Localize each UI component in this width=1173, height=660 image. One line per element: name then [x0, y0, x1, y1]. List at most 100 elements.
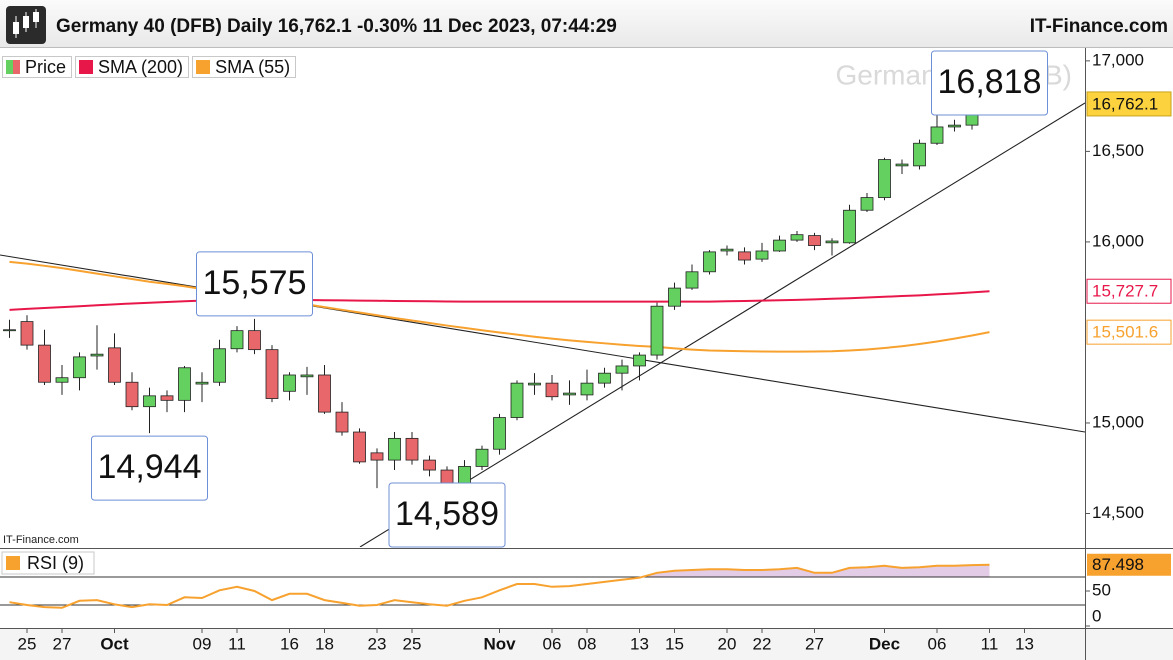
- candle-body: [563, 392, 576, 396]
- legend-item: SMA (55): [192, 56, 297, 78]
- candle-body: [3, 329, 16, 332]
- candle-body: [318, 374, 331, 413]
- sma-line: [9, 260, 990, 353]
- candle-body: [475, 448, 489, 467]
- candle-body: [668, 287, 681, 307]
- rsi-legend-label: RSI (9): [27, 553, 84, 573]
- x-tick-label: 25: [403, 634, 422, 653]
- annotation-label: 14,944: [98, 448, 202, 486]
- candle-body: [790, 234, 804, 241]
- x-tick-label: 16: [280, 634, 299, 653]
- value-tag: [1086, 91, 1172, 117]
- trendlines: [0, 102, 1085, 547]
- candle-body: [738, 251, 751, 261]
- candle-body: [913, 142, 926, 167]
- x-tick-label: 23: [368, 634, 387, 653]
- x-tick-label: 13: [1015, 634, 1034, 653]
- annotation-label: 16,818: [938, 63, 1042, 101]
- candle-body: [125, 381, 139, 408]
- candle-body: [248, 330, 261, 351]
- candle-body: [930, 126, 944, 144]
- candle-body: [178, 367, 191, 401]
- candle-body: [633, 354, 646, 367]
- x-tick-label: 06: [543, 634, 562, 653]
- x-tick-label: 11: [981, 634, 999, 653]
- candle-body: [195, 381, 209, 385]
- legend-label: SMA (200): [98, 56, 184, 77]
- y-tick-label: 16,500: [1092, 141, 1144, 160]
- legend-item: SMA (200): [75, 56, 190, 78]
- candle-body: [55, 377, 69, 383]
- rsi-tick-label: 0: [1092, 606, 1101, 625]
- annotation-label: 15,575: [203, 264, 307, 302]
- candle-body: [843, 209, 856, 244]
- y-tick-label: 15,000: [1092, 412, 1144, 431]
- value-tag-label: 16,762.1: [1092, 94, 1158, 113]
- candle-body: [300, 374, 314, 378]
- candle-body: [825, 240, 839, 244]
- x-tick-label: 15: [665, 634, 684, 653]
- annotation-box: [931, 50, 1048, 116]
- annotation-box: [91, 435, 208, 501]
- candle-body: [685, 271, 699, 289]
- candle-body: [20, 321, 34, 346]
- x-tick-label: 11: [228, 634, 246, 653]
- candle-body: [703, 251, 716, 273]
- candle-body: [510, 382, 524, 418]
- candle-body: [230, 330, 244, 350]
- annotation-label: 14,589: [395, 495, 499, 533]
- candle-body: [370, 452, 384, 461]
- candle-body: [615, 365, 629, 374]
- x-tick-label: 06: [928, 634, 947, 653]
- candle-body: [948, 124, 961, 128]
- x-tick-label: 25: [18, 634, 37, 653]
- rsi-line: [9, 563, 990, 609]
- candle-body: [528, 382, 541, 386]
- rsi-legend-box: [1, 551, 95, 575]
- candle-body: [598, 372, 611, 384]
- legend-label: Price: [25, 56, 67, 77]
- rsi-legend-swatch: [6, 556, 20, 570]
- x-tick-label: 18: [315, 634, 334, 653]
- x-tick-label: Oct: [100, 634, 129, 653]
- x-tick-label: 27: [53, 634, 72, 653]
- value-tag-label: 15,727.7: [1092, 282, 1158, 301]
- annotation-box: [196, 251, 313, 317]
- candle-body: [38, 344, 51, 383]
- y-tick-label: 17,000: [1092, 50, 1144, 69]
- y-tick-label: 14,500: [1092, 503, 1144, 522]
- candle-body: [755, 250, 769, 260]
- candle-body: [895, 163, 909, 167]
- candle-body: [493, 417, 506, 450]
- candle-body: [650, 305, 664, 356]
- candle-body: [720, 248, 734, 252]
- rsi-tick-label: 50: [1092, 580, 1111, 599]
- x-tick-label: 20: [718, 634, 737, 653]
- sma-line: [9, 290, 990, 311]
- rsi-value-tag: [1087, 553, 1171, 576]
- legend-label: SMA (55): [215, 56, 291, 77]
- credit: IT-Finance.com: [3, 534, 79, 546]
- legend-swatch: [6, 60, 20, 74]
- candle-body: [160, 395, 174, 401]
- candle-body: [545, 382, 559, 398]
- x-tick-label: Dec: [869, 634, 900, 653]
- candle-body: [265, 349, 279, 399]
- candle-body: [860, 197, 874, 211]
- source: IT-Finance.com: [1030, 16, 1168, 37]
- x-tick-label: 09: [193, 634, 212, 653]
- x-tick-label: 22: [753, 634, 772, 653]
- legend-swatch: [79, 60, 94, 74]
- chart-title: Germany 40 (DFB) Daily 16,762.1 -0.30% 1…: [56, 16, 617, 37]
- candle-body: [808, 235, 821, 246]
- value-tag: [1086, 278, 1172, 304]
- trendline: [359, 102, 1085, 547]
- x-tick-label: Nov: [483, 634, 516, 653]
- rsi-overbought-area: [9, 564, 990, 577]
- candle-body: [73, 356, 86, 379]
- candle-body: [213, 348, 226, 383]
- candle-body: [335, 411, 349, 433]
- value-tag-label: 15,501.6: [1092, 323, 1158, 342]
- app-icon: [6, 6, 46, 44]
